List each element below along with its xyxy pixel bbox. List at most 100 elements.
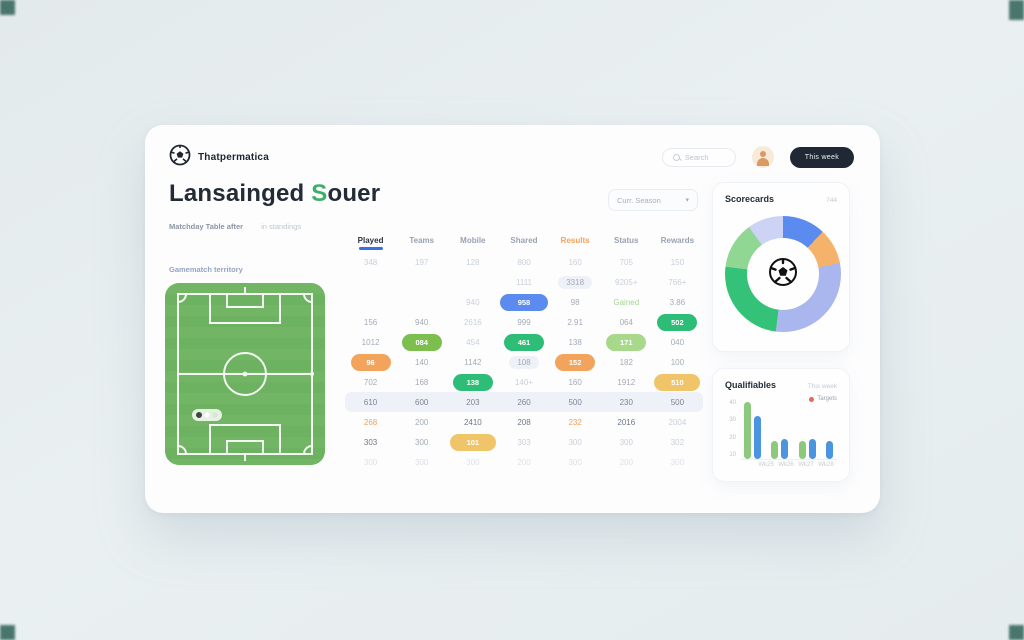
bar-green[interactable] [771,441,779,459]
table-cell: 128 [466,257,480,267]
column-header-rewards[interactable]: Rewards [660,235,695,245]
status-badge[interactable]: 502 [657,313,698,331]
y-axis: 40 30 20 10 [725,400,736,458]
table-cell: 300 [568,457,582,467]
corner-marker [0,0,15,15]
column-header-mobile[interactable]: Mobile [460,235,486,245]
table-cell: 100 [670,357,685,367]
table-cell: 203 [466,397,480,407]
y-tick: 20 [729,434,736,441]
brand[interactable]: Thatpermatica [169,144,269,171]
performance-meta: This week [807,383,837,390]
table-cell: 96 [345,353,396,371]
scorecards-title: Scorecards [725,194,775,204]
table-cell: 1012 [361,337,380,347]
table-cell: 600 [415,397,429,407]
corner-marker [1009,0,1024,20]
bar-green[interactable] [744,402,751,459]
scorecards-meta: 744 [826,197,837,204]
y-tick: 30 [729,417,736,424]
table-cell: 232 [568,417,582,427]
corner-marker [1009,625,1024,640]
status-badge[interactable]: 138 [452,373,493,391]
table-row[interactable]: 1012 084 454 461 138 171 040 [345,332,703,352]
table-row[interactable]: 702 168 138 140+ 160 1912 510 [345,372,703,392]
table-cell: 064 [619,317,633,327]
status-badge[interactable]: 101 [449,433,496,451]
donut-center [747,238,819,310]
column-header-results[interactable]: Results [560,235,590,245]
table-cell: 182 [619,357,633,367]
table-cell: 302 [670,437,685,447]
status-badge[interactable]: 958 [499,293,548,311]
table-row[interactable]: 1111 3318 9205+ 766+ [345,272,703,292]
table-cell: 084 [396,333,447,351]
status-badge[interactable]: 152 [555,353,596,371]
soccer-ball-icon [768,257,798,292]
table-cell: 300 [466,457,480,467]
table-cell: 171 [601,333,652,351]
x-tick: Wk26 [778,462,794,468]
table-cell: 300 [415,457,429,467]
table-row[interactable]: 96 140 1142 108 152 182 100 [345,352,703,372]
avatar-person-icon [759,151,766,157]
table-cell: 197 [415,257,429,267]
bar-blue[interactable] [825,441,833,459]
status-badge[interactable]: 171 [606,333,647,351]
status-badge[interactable]: 461 [503,333,544,351]
y-tick: 40 [729,400,736,406]
table-header-row: Played Teams Mobile Shared Results Status Rewa… [345,228,703,252]
table-cell: 150 [670,257,685,267]
column-header-teams[interactable]: Teams [409,235,435,245]
table-row[interactable]: 348 197 128 800 160 705 150 [345,252,703,272]
table-cell: 500 [670,397,685,407]
table-cell: 958 [498,293,549,311]
performance-card: Qualifiables This week 40 30 20 10 Targets … [712,368,850,482]
status-badge[interactable]: 084 [401,333,442,351]
season-select[interactable]: Curr. Season ▾ [608,189,698,211]
bar-blue[interactable] [754,415,761,459]
table-cell: 98 [570,297,580,307]
soccer-ball-logo-icon [169,144,191,171]
table-row[interactable]: 268 200 2410 208 232 2016 2004 [345,412,703,432]
column-header-status[interactable]: Status [614,235,639,245]
table-row[interactable]: 610 600 203 260 500 230 500 [345,392,703,412]
bar-chart[interactable]: 40 30 20 10 Targets Wk25 Wk26 Wk27 Wk28 [725,396,837,476]
column-header-shared[interactable]: Shared [510,235,538,245]
bar-blue[interactable] [808,438,816,459]
table-cell: 999 [517,317,531,327]
soccer-pitch-diagram[interactable] [165,283,325,465]
table-cell: 300 [415,437,429,447]
table-cell: 502 [652,313,703,331]
search-input[interactable]: Search [661,147,736,167]
table-row[interactable]: 300 300 300 200 300 200 300 [345,452,703,472]
bar-green[interactable] [798,441,806,459]
status-badge[interactable]: 510 [654,373,701,391]
table-row[interactable]: 303 300 101 303 300 300 302 [345,432,703,452]
table-cell: 461 [498,333,549,351]
table-cell: 2.91 [567,317,583,327]
table-body: 348 197 128 800 160 705 150 1111 3318 9205+ 766+ 94… [345,252,703,472]
table-cell: 300 [568,437,582,447]
primary-action-button[interactable]: This week [789,146,854,168]
status-badge[interactable]: 96 [350,353,391,371]
dashboard-card: Thatpermatica Search This week Lansainge… [145,125,880,513]
column-header-played[interactable]: Played [345,236,396,245]
page-title: Lansainged Souer [169,180,381,207]
bar-blue[interactable] [781,438,789,459]
table-row[interactable]: 940 958 98 Gained 3.86 [345,292,703,312]
legend-label: Targets [817,396,837,402]
subtitle-row: Matchday Table after in standings [169,222,301,231]
avatar[interactable] [751,146,774,168]
pitch-marker-pill [192,409,222,421]
pitch-label: Gamematch territory [169,265,243,274]
table-cell: 268 [363,417,378,427]
season-select-value: Curr. Season [617,195,661,205]
table-cell: 140+ [514,377,533,387]
table-cell: 303 [363,437,378,447]
table-cell: 040 [670,337,685,347]
performance-title: Qualifiables [725,380,777,390]
donut-chart[interactable] [725,216,841,332]
chevron-down-icon: ▾ [685,197,689,204]
table-row[interactable]: 156 940 2616 999 2.91 064 502 [345,312,703,332]
